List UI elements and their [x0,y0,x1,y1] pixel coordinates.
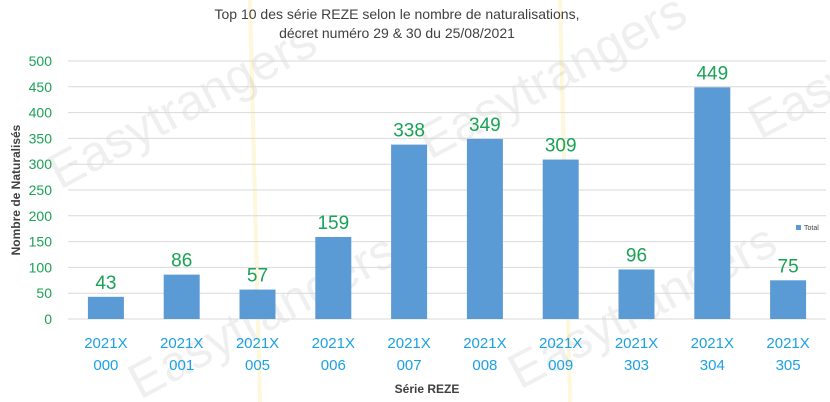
legend-label: Total [804,225,819,232]
x-tick-label: 2021X 009 [539,335,582,374]
y-tick-label: 100 [29,259,53,275]
bars [87,87,807,319]
bar [770,280,807,319]
y-tick-label: 300 [29,156,53,172]
bar [315,236,352,319]
bar [391,144,428,319]
data-label: 159 [317,213,349,234]
y-tick-label: 500 [29,53,53,69]
bar [694,87,731,319]
y-tick-label: 150 [29,234,53,250]
x-tick-label: 2021X 001 [160,335,203,374]
y-tick-label: 450 [29,79,53,95]
data-label: 338 [393,121,425,142]
x-axis-label: Série REZE [395,382,460,396]
bar [466,138,503,319]
data-label: 86 [171,251,192,272]
y-axis-ticks: 0 50 100 150 200 250 300 350 400 450 500 [29,53,53,327]
data-label: 96 [626,245,647,266]
legend: Total [796,225,819,232]
y-tick-label: 250 [29,182,53,198]
x-tick-label: 2021X 007 [387,335,430,374]
x-tick-label: 2021X 303 [615,335,658,374]
y-tick-label: 400 [29,105,53,121]
x-tick-label: 2021X 000 [84,335,127,374]
x-tick-label: 2021X 305 [766,335,809,374]
bar [239,289,276,319]
data-label: 57 [247,266,268,287]
bar [542,159,579,319]
y-tick-label: 0 [44,311,52,327]
data-label: 43 [95,273,116,294]
data-label: 75 [778,256,799,277]
watermark-text: Easytrangers [739,0,830,150]
data-label: 309 [545,136,577,157]
data-labels: 43 86 57 159 338 349 309 96 449 75 [95,63,798,293]
chart-title: Top 10 des série REZE selon le nombre de… [215,6,580,22]
y-tick-label: 350 [29,130,53,146]
y-tick-label: 50 [36,285,52,301]
x-axis-ticks: 2021X 000 2021X 001 2021X 005 2021X 006 2021X 007… [84,335,810,374]
x-tick-label: 2021X 304 [691,335,734,374]
x-tick-label: 2021X 006 [312,335,355,374]
bar [87,296,124,319]
legend-swatch [796,225,801,230]
chart-subtitle: décret numéro 29 & 30 du 25/08/2021 [279,25,515,41]
y-tick-label: 200 [29,208,53,224]
bar [163,274,200,319]
watermark-stripe [248,0,262,402]
data-label: 349 [469,115,501,136]
y-axis-label: Nombre de Naturalisés [9,124,23,255]
x-tick-label: 2021X 005 [236,335,279,374]
data-label: 449 [696,63,728,84]
x-tick-label: 2021X 008 [463,335,506,374]
bar [618,269,655,319]
